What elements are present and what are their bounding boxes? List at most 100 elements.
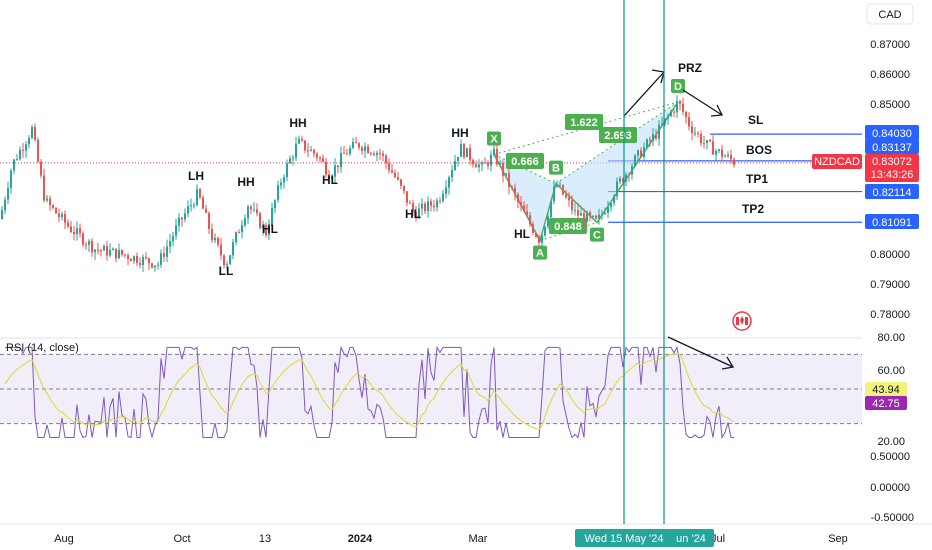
candle[interactable] — [430, 198, 432, 212]
time-axis[interactable]: Aug Oct 13 2024 Mar Jul Sep — [54, 533, 848, 545]
candle[interactable] — [76, 221, 78, 241]
candle[interactable] — [709, 138, 711, 143]
candle[interactable] — [163, 246, 165, 262]
candle[interactable] — [481, 160, 483, 172]
candle[interactable] — [229, 255, 231, 265]
candle[interactable] — [61, 211, 63, 221]
candle[interactable] — [295, 136, 297, 161]
candle[interactable] — [139, 257, 141, 269]
candle[interactable] — [151, 262, 153, 269]
candle[interactable] — [34, 123, 36, 142]
candle[interactable] — [505, 173, 507, 179]
candle[interactable] — [673, 109, 675, 118]
candle[interactable] — [394, 169, 396, 179]
candle[interactable] — [187, 200, 189, 218]
candle[interactable] — [31, 124, 33, 140]
candle[interactable] — [262, 220, 264, 236]
candle[interactable] — [277, 180, 279, 203]
candle[interactable] — [613, 193, 615, 207]
candle[interactable] — [43, 168, 45, 203]
candle[interactable] — [472, 158, 474, 168]
candle[interactable] — [592, 215, 594, 218]
candle[interactable] — [271, 202, 273, 229]
candle[interactable] — [223, 254, 225, 269]
pattern-point-d[interactable]: D — [671, 79, 685, 93]
candle[interactable] — [298, 135, 300, 145]
candle[interactable] — [115, 248, 117, 263]
candle[interactable] — [10, 168, 12, 194]
candle[interactable] — [232, 238, 234, 260]
candle[interactable] — [172, 232, 174, 247]
candle[interactable] — [190, 198, 192, 212]
candle[interactable] — [154, 265, 156, 272]
candle[interactable] — [160, 249, 162, 268]
candle[interactable] — [112, 247, 114, 251]
candle[interactable] — [559, 180, 561, 187]
candle[interactable] — [211, 223, 213, 243]
candle[interactable] — [574, 203, 576, 216]
candle[interactable] — [412, 199, 414, 216]
candle[interactable] — [544, 226, 546, 237]
candle[interactable] — [310, 145, 312, 152]
candle[interactable] — [511, 185, 513, 191]
candle[interactable] — [358, 142, 360, 150]
candle[interactable] — [349, 145, 351, 157]
candle[interactable] — [562, 184, 564, 196]
candle[interactable] — [397, 171, 399, 181]
candle[interactable] — [508, 167, 510, 195]
rsi-title[interactable]: RSI (14, close) — [6, 342, 79, 354]
candle[interactable] — [655, 128, 657, 141]
candle[interactable] — [490, 150, 492, 172]
candle[interactable] — [235, 231, 237, 246]
candle[interactable] — [535, 231, 537, 239]
candle[interactable] — [502, 160, 504, 183]
candle[interactable] — [583, 208, 585, 230]
candle[interactable] — [706, 139, 708, 150]
candle[interactable] — [571, 195, 573, 215]
candle[interactable] — [403, 185, 405, 195]
candle[interactable] — [97, 243, 99, 255]
candle[interactable] — [523, 201, 525, 212]
candle[interactable] — [364, 142, 366, 159]
candle[interactable] — [322, 154, 324, 163]
candle[interactable] — [421, 197, 423, 216]
candle[interactable] — [718, 148, 720, 154]
candle[interactable] — [343, 145, 345, 154]
candle[interactable] — [685, 110, 687, 124]
candle[interactable] — [316, 151, 318, 162]
candle[interactable] — [499, 160, 501, 168]
candle[interactable] — [721, 144, 723, 161]
candle[interactable] — [133, 255, 135, 265]
candle[interactable] — [181, 216, 183, 227]
candle[interactable] — [469, 143, 471, 165]
candle[interactable] — [337, 165, 339, 174]
candle[interactable] — [1, 205, 3, 220]
candle[interactable] — [682, 97, 684, 116]
candle[interactable] — [529, 212, 531, 228]
candle[interactable] — [649, 136, 651, 147]
candle[interactable] — [664, 118, 666, 127]
candle[interactable] — [268, 219, 270, 240]
candle[interactable] — [16, 154, 18, 161]
candle[interactable] — [568, 192, 570, 207]
candle[interactable] — [127, 252, 129, 265]
canada-flag-icon[interactable] — [732, 311, 752, 331]
candle[interactable] — [220, 237, 222, 260]
candle[interactable] — [550, 200, 552, 222]
candle[interactable] — [658, 120, 660, 146]
rsi-axis[interactable]: 80.00 60.00 20.00 0.50000 0.00000 -0.500… — [870, 332, 914, 524]
candle[interactable] — [70, 220, 72, 233]
candle[interactable] — [193, 202, 195, 209]
candle[interactable] — [55, 207, 57, 214]
candle[interactable] — [169, 233, 171, 254]
candles-layer[interactable] — [1, 95, 735, 272]
candle[interactable] — [109, 243, 111, 258]
candle[interactable] — [691, 120, 693, 141]
candle[interactable] — [712, 135, 714, 155]
candle[interactable] — [265, 222, 267, 238]
candle[interactable] — [553, 179, 555, 205]
candle[interactable] — [409, 200, 411, 204]
candle[interactable] — [82, 231, 84, 248]
pattern-point-a[interactable]: A — [533, 245, 547, 260]
candle[interactable] — [247, 204, 249, 224]
